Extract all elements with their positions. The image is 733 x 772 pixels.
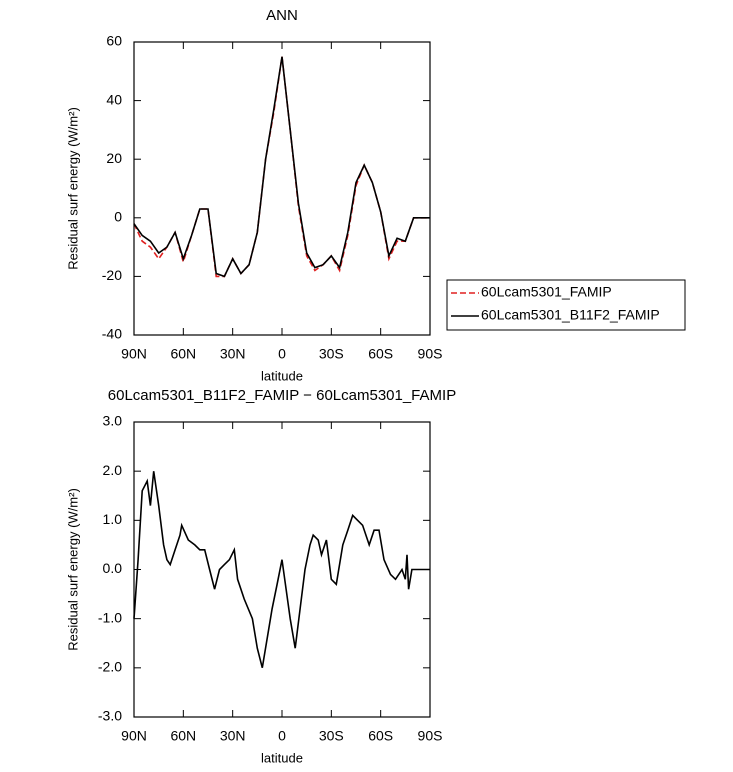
y-tick-label: -40 [102,326,122,342]
x-tick-label: 90N [121,346,147,362]
y-tick-label: 60 [106,33,122,49]
y-tick-label: -1.0 [98,609,122,625]
plot-frame [133,421,431,718]
x-tick-label: 90N [121,728,147,744]
x-tick-label: 60N [170,346,196,362]
y-tick-label: 20 [106,150,122,166]
data-line [133,56,430,278]
x-tick-label: 90S [418,346,443,362]
chart-title: 60Lcam5301_B11F2_FAMIP − 60Lcam5301_FAMI… [108,387,456,404]
x-tick-label: 90S [418,728,443,744]
y-tick-label: -3.0 [98,708,122,724]
x-tick-label: 30N [220,346,246,362]
x-tick-label: 30S [319,346,344,362]
y-axis-label: Residual surf energy (W/m²) [65,488,80,651]
x-tick-label: 60N [170,728,196,744]
y-tick-label: 1.0 [103,511,123,527]
y-tick-label: 0.0 [103,560,123,576]
data-line [133,471,430,668]
y-axis-label: Residual surf energy (W/m²) [65,107,80,270]
y-tick-label: 3.0 [103,413,123,429]
y-tick-label: 40 [106,91,122,107]
y-tick-label: -20 [102,267,122,283]
x-tick-label: 0 [278,346,286,362]
plot-frame [133,41,431,336]
legend-label: 60Lcam5301_B11F2_FAMIP [481,307,660,323]
legend-box [446,279,686,331]
x-axis-label: latitude [261,750,303,765]
x-axis-label: latitude [261,368,303,383]
y-tick-label: -2.0 [98,659,122,675]
x-tick-label: 60S [368,728,393,744]
chart-title: ANN [266,7,298,24]
x-tick-label: 0 [278,728,286,744]
y-tick-label: 0 [114,209,122,225]
x-tick-label: 30S [319,728,344,744]
y-tick-label: 2.0 [103,462,123,478]
x-tick-label: 60S [368,346,393,362]
legend-label: 60Lcam5301_FAMIP [481,284,612,300]
x-tick-label: 30N [220,728,246,744]
